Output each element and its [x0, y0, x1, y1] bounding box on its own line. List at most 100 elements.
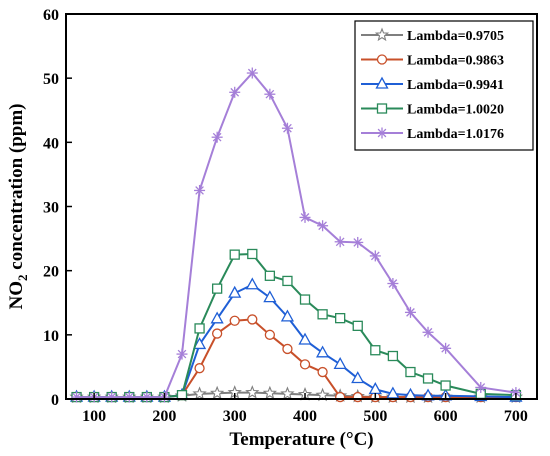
data-point-asterisk [317, 220, 329, 232]
data-point-asterisk [352, 236, 364, 248]
data-point-square [229, 249, 240, 260]
data-point-square [335, 312, 346, 324]
data-point-square [194, 323, 205, 334]
data-point-circle [299, 359, 311, 370]
legend-item: Lambda=1.0020 [361, 103, 504, 118]
data-point-asterisk [194, 184, 206, 196]
data-point-asterisk [440, 342, 452, 354]
data-point-asterisk [229, 86, 241, 98]
data-point-triangle [368, 382, 382, 395]
data-point-square [282, 275, 293, 287]
y-tick-label: 60 [43, 7, 59, 24]
data-point-square [440, 380, 451, 391]
data-point-asterisk [106, 391, 118, 403]
data-point-square [352, 320, 363, 332]
legend-item: Lambda=0.9941 [361, 76, 504, 93]
axis-ticks: 100 200 300 400 500 600 700 0 10 20 30 40 50 60 [43, 7, 528, 425]
data-point-star [280, 386, 295, 400]
legend-item: Lambda=0.9705 [361, 27, 504, 44]
data-point-triangle [386, 386, 400, 399]
data-point-asterisk [387, 278, 399, 289]
data-point-star [245, 385, 260, 399]
series-lambda-1-0020 [71, 248, 522, 403]
data-point-star [210, 385, 225, 400]
data-point-circle [317, 366, 328, 378]
data-point-square [247, 248, 258, 260]
y-axis-title: NO2 concentration (ppm) [6, 104, 30, 310]
legend-label: Lambda=0.9705 [407, 29, 504, 44]
data-point-star [262, 385, 278, 400]
legend-label: Lambda=1.0176 [407, 127, 504, 142]
data-point-asterisk [176, 348, 188, 360]
y-tick-label: 10 [43, 328, 59, 345]
data-point-triangle [192, 337, 207, 350]
data-point-asterisk [369, 250, 381, 262]
data-point-star [192, 386, 207, 400]
x-tick-label: 400 [293, 408, 317, 425]
data-point-square [405, 366, 416, 378]
data-point-circle [335, 391, 346, 403]
data-point-triangle [351, 371, 365, 384]
data-point-triangle [333, 357, 347, 370]
y-tick-label: 0 [51, 392, 59, 409]
data-point-circle [247, 314, 258, 325]
y-tick-label: 50 [43, 71, 59, 88]
y-tick-label: 30 [43, 200, 59, 217]
data-point-star [374, 27, 390, 42]
x-axis-title-text: Temperature (°C) [229, 429, 373, 450]
data-point-triangle [298, 332, 312, 345]
data-point-circle [229, 315, 240, 326]
legend: Lambda=0.9705 Lambda=0.9863 Lambda=0.9941 L… [354, 20, 534, 151]
data-point-asterisk [422, 326, 434, 338]
legend-label: Lambda=0.9941 [407, 78, 504, 93]
data-point-asterisk [376, 127, 388, 139]
series-line [76, 283, 516, 399]
legend-label: Lambda=1.0020 [407, 103, 504, 118]
data-point-circle [194, 363, 205, 374]
data-point-asterisk [475, 381, 487, 393]
data-point-asterisk [246, 67, 258, 79]
x-tick-label: 300 [223, 408, 247, 425]
data-point-circle [352, 391, 363, 403]
data-point-square [422, 373, 434, 384]
data-point-triangle [228, 285, 242, 298]
data-point-square [370, 345, 381, 356]
data-point-square [317, 309, 328, 320]
y-tick-label: 20 [43, 264, 59, 281]
legend-item: Lambda=1.0176 [361, 127, 504, 142]
data-point-asterisk [299, 211, 311, 223]
data-point-circle [264, 329, 276, 340]
data-point-square [264, 270, 276, 281]
data-point-square [376, 103, 388, 114]
data-point-triangle [280, 309, 295, 322]
data-point-asterisk [71, 391, 83, 403]
data-point-asterisk [510, 387, 522, 399]
data-point-asterisk [211, 131, 223, 143]
x-tick-label: 500 [363, 408, 387, 425]
x-tick-label: 200 [152, 408, 176, 425]
data-point-square [299, 294, 311, 305]
data-point-asterisk [264, 88, 276, 100]
data-point-triangle [315, 345, 330, 358]
x-tick-label: 100 [82, 408, 106, 425]
data-point-asterisk [123, 391, 135, 403]
data-point-asterisk [141, 391, 153, 403]
y-axis-title-subscript: 2 [15, 274, 30, 281]
data-point-square [387, 350, 399, 362]
legend-item: Lambda=0.9863 [361, 54, 504, 69]
y-axis-title-part-1: NO [6, 281, 27, 310]
legend-label: Lambda=0.9863 [407, 54, 504, 69]
data-point-circle [211, 328, 223, 339]
data-point-circle [376, 54, 388, 65]
data-point-asterisk [334, 236, 346, 248]
series-line [76, 252, 516, 399]
x-tick-label: 600 [434, 408, 458, 425]
data-point-star [315, 387, 330, 402]
data-point-triangle [375, 76, 389, 89]
data-point-triangle [263, 290, 277, 303]
y-tick-label: 40 [43, 135, 59, 152]
data-point-asterisk [404, 306, 416, 318]
x-axis-title: Temperature (°C) [229, 429, 373, 450]
data-point-circle [282, 343, 293, 355]
data-point-triangle [210, 311, 224, 324]
